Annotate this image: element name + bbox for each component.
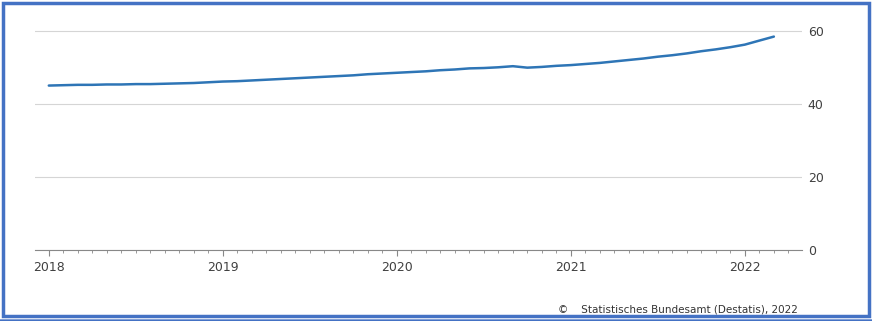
Text: ©    Statistisches Bundesamt (Destatis), 2022: © Statistisches Bundesamt (Destatis), 20… [558, 305, 798, 315]
